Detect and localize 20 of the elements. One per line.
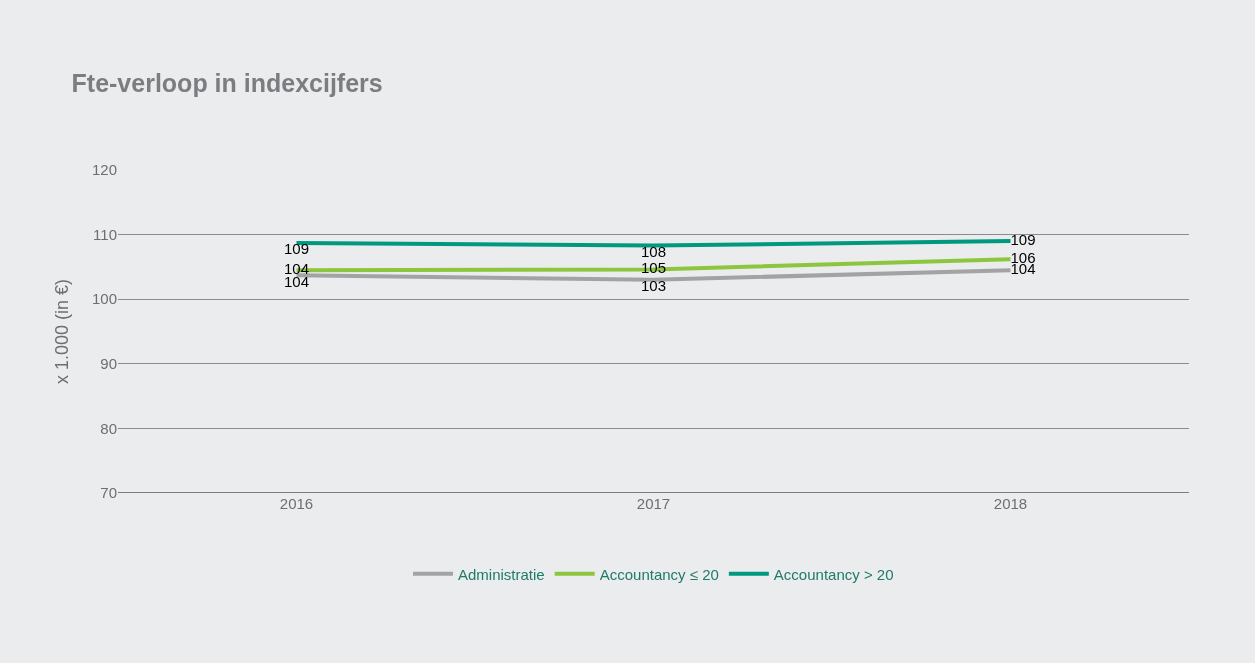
y-tick-label: 90 xyxy=(100,355,117,373)
data-label: 105 xyxy=(640,259,667,277)
legend-label: Accountancy ≤ 20 xyxy=(599,565,719,583)
y-tick-label: 110 xyxy=(93,225,117,243)
x-tick-label: 2017 xyxy=(636,495,671,512)
x-tick-label: 2016 xyxy=(279,495,314,512)
data-label: 109 xyxy=(283,240,310,258)
y-tick-label: 80 xyxy=(100,419,117,437)
legend-label: Administratie xyxy=(458,565,545,583)
data-label: 103 xyxy=(640,277,667,295)
y-axis-title: x 1.000 (in €) xyxy=(52,278,73,385)
y-tick-label: 100 xyxy=(91,290,117,308)
data-label: 104 xyxy=(283,259,310,277)
chart-title: Fte-verloop in indexcijfers xyxy=(71,68,383,97)
x-tick-label: 2018 xyxy=(993,495,1028,512)
data-label: 109 xyxy=(1010,230,1036,248)
data-label: 108 xyxy=(640,242,667,260)
y-tick-label: 120 xyxy=(91,161,117,179)
y-tick-label: 70 xyxy=(100,484,117,502)
legend-label: Accountancy > 20 xyxy=(773,565,894,583)
